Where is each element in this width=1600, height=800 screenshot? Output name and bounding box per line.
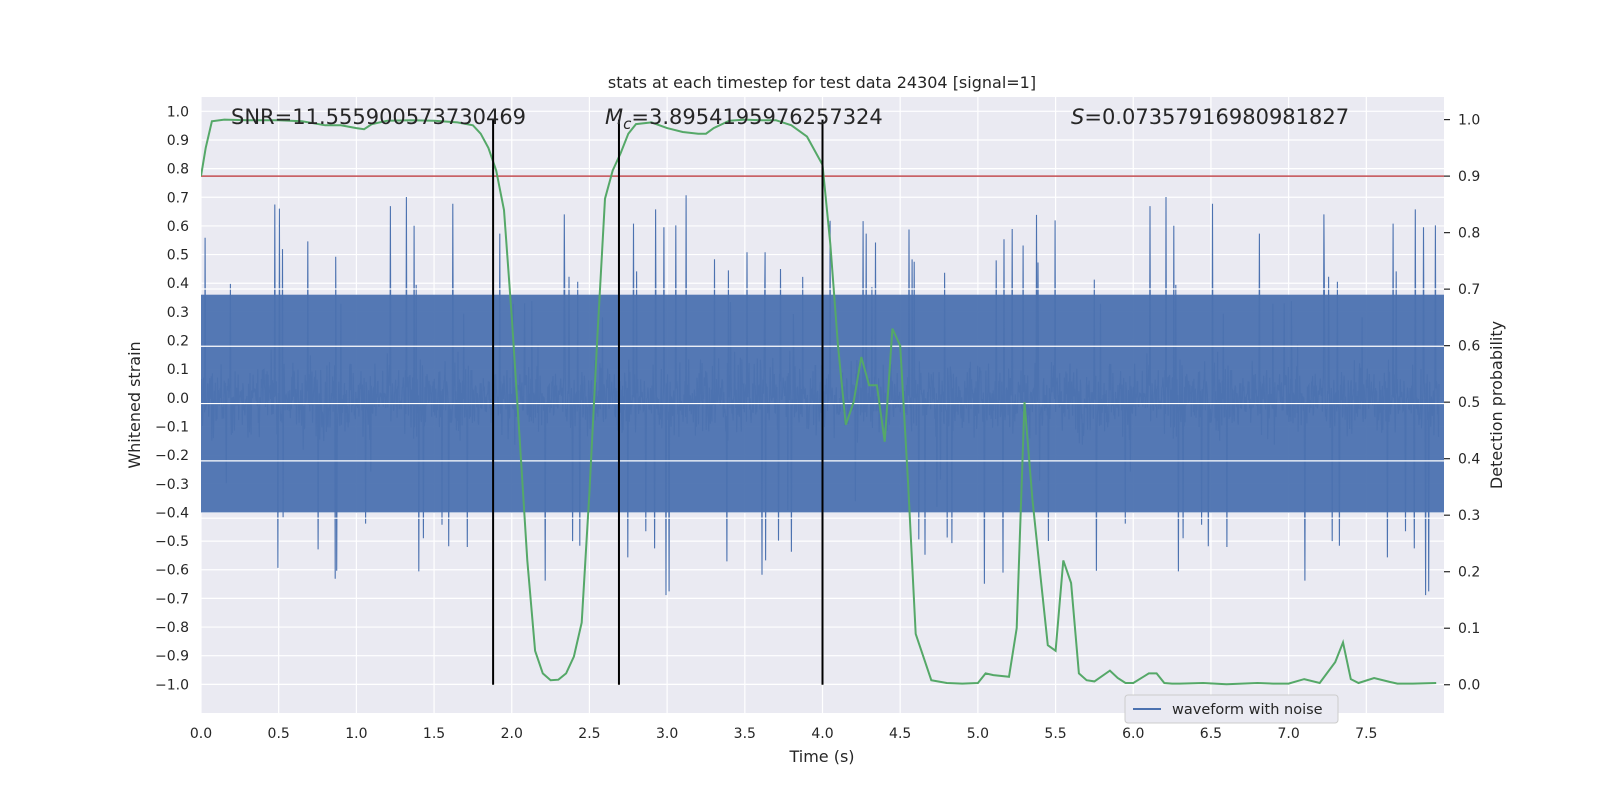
x-tick-label: 1.0 xyxy=(345,726,367,742)
y-right-tick-label: 0.9 xyxy=(1458,169,1480,185)
y-right-tick-label: 0.2 xyxy=(1458,565,1480,581)
y-right-axis-label: Detection probability xyxy=(1487,321,1506,489)
x-tick-label: 3.5 xyxy=(734,726,756,742)
mc-subscript: c xyxy=(623,115,632,133)
y-left-tick-label: −0.1 xyxy=(155,419,189,435)
y-left-tick-label: −0.7 xyxy=(155,591,189,607)
y-left-tick-label: −0.8 xyxy=(155,620,189,636)
probability-series xyxy=(201,118,1437,686)
x-tick-label: 4.5 xyxy=(889,726,911,742)
legend: waveform with noise xyxy=(1124,694,1339,724)
x-tick-label: 0.0 xyxy=(190,726,212,742)
s-annotation: S=0.07357916980981827 xyxy=(1071,105,1349,129)
probability-line xyxy=(201,118,1437,686)
x-tick-label: 7.0 xyxy=(1277,726,1299,742)
x-tick-label: 6.5 xyxy=(1200,726,1222,742)
chart-title: stats at each timestep for test data 243… xyxy=(608,73,1036,92)
y-left-tick-label: 1.0 xyxy=(167,104,189,120)
snr-annotation: SNR=11.555900573730469 xyxy=(231,105,526,129)
y-left-tick-label: 0.6 xyxy=(167,219,189,235)
mc-symbol: M xyxy=(605,105,623,129)
y-left-tick-label: 0.5 xyxy=(167,248,189,264)
y-right-tick-label: 0.7 xyxy=(1458,282,1480,298)
y-right-tick-label: 0.5 xyxy=(1458,395,1480,411)
x-tick-label: 1.5 xyxy=(423,726,445,742)
waveform-line xyxy=(201,195,1440,596)
x-tick-label: 3.0 xyxy=(656,726,678,742)
y-left-tick-label: −0.5 xyxy=(155,534,189,550)
legend-entry-waveform: waveform with noise xyxy=(1172,702,1323,718)
y-left-tick-label: −0.4 xyxy=(155,505,189,521)
y-left-tick-label: −0.9 xyxy=(155,649,189,665)
x-tick-label: 5.0 xyxy=(967,726,989,742)
vertical-markers xyxy=(492,119,824,685)
x-tick-label: 0.5 xyxy=(268,726,290,742)
legend-box xyxy=(1124,694,1339,724)
s-symbol: S xyxy=(1071,105,1084,129)
y-left-tick-label: 0.2 xyxy=(167,334,189,350)
mc-value: =3.8954195976257324 xyxy=(631,105,882,129)
y-right-tick-label: 0.1 xyxy=(1458,621,1480,637)
y-left-tick-label: 0.0 xyxy=(167,391,189,407)
y-left-tick-label: 0.9 xyxy=(167,133,189,149)
y-left-tick-label: −0.2 xyxy=(155,448,189,464)
s-value: =0.07357916980981827 xyxy=(1084,105,1349,129)
x-tick-label: 2.5 xyxy=(578,726,600,742)
y-right-tick-label: 0.0 xyxy=(1458,678,1480,694)
x-tick-label: 7.5 xyxy=(1355,726,1377,742)
x-tick-label: 4.0 xyxy=(811,726,833,742)
y-left-tick-label: 0.7 xyxy=(167,190,189,206)
y-left-tick-label: −1.0 xyxy=(155,677,189,693)
y-right-tick-label: 0.8 xyxy=(1458,226,1480,242)
x-axis-label: Time (s) xyxy=(788,747,854,766)
y-right-tick-label: 0.6 xyxy=(1458,339,1480,355)
y-left-tick-label: −0.3 xyxy=(155,477,189,493)
y-left-axis-ticks: 1.0 0.9 0.8 0.7 0.6 0.5 0.4 0.3 0.2 0.1 0.0 −0.1 −0.… xyxy=(155,104,189,693)
x-tick-label: 5.5 xyxy=(1044,726,1066,742)
y-left-axis-label: Whitened strain xyxy=(125,341,144,468)
y-left-tick-label: 0.3 xyxy=(167,305,189,321)
y-right-axis-ticks: 1.0 0.9 0.8 0.7 0.6 0.5 0.4 0.3 0.2 0.1 0.0 xyxy=(1444,113,1480,694)
x-axis-ticks: 0.0 0.5 1.0 1.5 2.0 2.5 3.0 3.5 4.0 4.5 5.0 5.5 6.0 6… xyxy=(190,726,1378,742)
mc-annotation: Mc=3.8954195976257324 xyxy=(605,105,883,133)
y-left-tick-label: −0.6 xyxy=(155,563,189,579)
x-tick-label: 6.0 xyxy=(1122,726,1144,742)
y-right-tick-label: 1.0 xyxy=(1458,113,1480,129)
y-left-tick-label: 0.1 xyxy=(167,362,189,378)
y-right-tick-label: 0.3 xyxy=(1458,508,1480,524)
y-left-tick-label: 0.8 xyxy=(167,162,189,178)
y-left-tick-label: 0.4 xyxy=(167,276,189,292)
x-tick-label: 2.0 xyxy=(501,726,523,742)
y-right-tick-label: 0.4 xyxy=(1458,452,1480,468)
